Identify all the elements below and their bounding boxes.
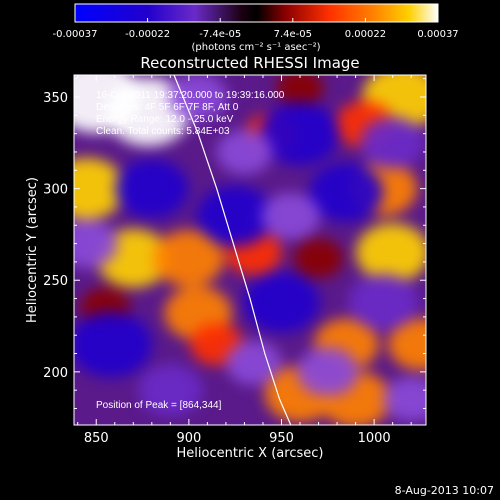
y-tick-label-350: 350 bbox=[43, 91, 68, 106]
x-tick-label-1000: 1000 bbox=[358, 431, 391, 446]
colorbar-ticks: -0.00037 -0.00022 -7.4e-05 7.4e-05 0.00022 0.… bbox=[53, 18, 459, 40]
heatmap-blob-2 bbox=[74, 157, 126, 220]
solar-limb-curve bbox=[173, 75, 292, 425]
heatmap-blob-24 bbox=[309, 162, 384, 222]
colorbar-tick-label-4: 0.00022 bbox=[345, 29, 386, 40]
annotation-detectors: Detectors: 4F 5F 6F 7F 8F, Att 0 bbox=[96, 102, 239, 113]
heatmap-blob-35 bbox=[383, 377, 426, 422]
colorbar-tick-label-5: 0.00037 bbox=[417, 29, 458, 40]
heatmap-blob-34 bbox=[216, 129, 273, 175]
colorbar-tick-label-0: -0.00037 bbox=[53, 29, 98, 40]
heatmap-blob-28 bbox=[296, 347, 359, 397]
heatmap-blob-21 bbox=[74, 311, 153, 378]
heatmap-blob-32 bbox=[225, 340, 282, 386]
heatmap-blob-30 bbox=[168, 75, 228, 121]
annotation-peak: Position of Peak = [864,344] bbox=[96, 400, 222, 411]
heatmap-blob-14 bbox=[293, 238, 344, 279]
colorbar: -0.00037 -0.00022 -7.4e-05 7.4e-05 0.00022 0.… bbox=[53, 3, 459, 53]
heatmap-blob-18 bbox=[276, 75, 324, 107]
heatmap-blob-27 bbox=[137, 364, 203, 417]
chart-title: Reconstructed RHESSI Image bbox=[140, 54, 359, 72]
colorbar-unit-label: (photons cm⁻² s⁻¹ asec⁻²) bbox=[191, 42, 320, 53]
colorbar-gradient bbox=[74, 3, 439, 23]
heatmap-blob-4 bbox=[153, 229, 225, 287]
colorbar-tick-label-3: 7.4e-05 bbox=[274, 29, 312, 40]
x-tick-label-900: 900 bbox=[176, 431, 201, 446]
x-axis: 850 900 950 1000 bbox=[77, 75, 412, 446]
heatmap-blob-25 bbox=[243, 271, 320, 333]
y-axis: 200 250 300 350 bbox=[43, 78, 426, 410]
y-tick-label-250: 250 bbox=[43, 274, 68, 289]
heatmap-blob-31 bbox=[74, 218, 118, 269]
plot-frame bbox=[73, 74, 427, 426]
colorbar-tick-label-2: -7.4e-05 bbox=[199, 29, 241, 40]
x-axis-label: Heliocentric X (arcsec) bbox=[177, 446, 324, 461]
annotation-energy: Energy Range: 12.0 - 25.0 keV bbox=[96, 114, 234, 125]
x-tick-label-850: 850 bbox=[84, 431, 109, 446]
heatmap-blob-19 bbox=[388, 318, 426, 371]
heatmap-blob-33 bbox=[261, 192, 321, 240]
heatmap-layer bbox=[74, 75, 426, 425]
y-tick-label-300: 300 bbox=[43, 183, 68, 198]
y-tick-label-200: 200 bbox=[43, 366, 68, 381]
heatmap-blob-20 bbox=[114, 159, 189, 219]
annotations: 16-Oct-2011 19:37:20.000 to 19:39:16.000… bbox=[96, 90, 285, 411]
footer-date: 8-Aug-2013 10:07 bbox=[395, 484, 494, 497]
annotation-time: 16-Oct-2011 19:37:20.000 to 19:39:16.000 bbox=[96, 90, 285, 101]
colorbar-tick-label-1: -0.00022 bbox=[125, 29, 170, 40]
y-axis-label: Heliocentric Y (arcsec) bbox=[25, 177, 40, 323]
plot-area bbox=[74, 75, 426, 425]
heatmap-blob-23 bbox=[260, 101, 340, 166]
annotation-counts: Clean. Total counts: 5.84E+03 bbox=[96, 126, 230, 137]
heatmap-blob-9 bbox=[355, 223, 426, 283]
heatmap-blob-22 bbox=[196, 185, 274, 247]
heatmap-blob-29 bbox=[360, 116, 426, 169]
heatmap-blob-26 bbox=[348, 273, 419, 331]
x-tick-label-950: 950 bbox=[269, 431, 294, 446]
